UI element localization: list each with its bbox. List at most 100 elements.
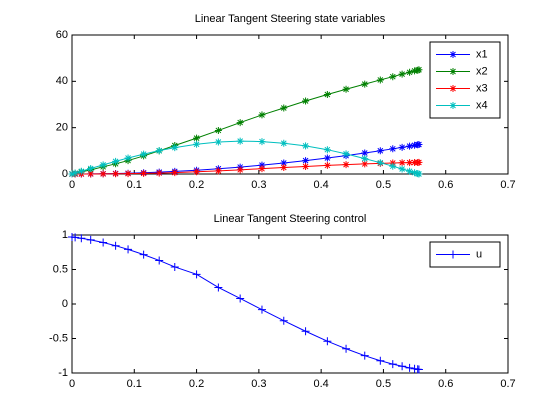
data-marker: [280, 139, 288, 147]
data-marker: [342, 85, 350, 93]
data-marker: [361, 149, 369, 157]
data-marker: [258, 111, 266, 119]
data-marker: [155, 256, 164, 265]
data-marker: [86, 235, 95, 244]
x-tick-label: 0.7: [500, 378, 515, 390]
data-marker: [280, 104, 288, 112]
data-marker: [99, 170, 107, 178]
data-marker: [415, 141, 423, 149]
data-marker: [71, 233, 80, 242]
data-marker: [258, 165, 266, 173]
data-marker: [112, 170, 120, 178]
data-marker: [406, 68, 414, 76]
x-tick-label: 0.2: [189, 179, 204, 191]
legend-marker: [449, 68, 457, 75]
legend-marker: [449, 250, 457, 259]
data-marker: [236, 137, 244, 145]
x-tick-label: 0.6: [438, 179, 453, 191]
data-marker: [323, 161, 331, 169]
legend-label: x1: [476, 48, 488, 60]
data-marker: [280, 164, 288, 172]
data-marker: [398, 362, 407, 371]
data-marker: [214, 167, 222, 175]
data-marker: [302, 97, 310, 105]
x-tick-label: 0.3: [251, 179, 266, 191]
data-marker: [323, 91, 331, 99]
data-marker: [236, 294, 245, 303]
x-tick-label: 0.7: [500, 179, 515, 191]
data-marker: [406, 142, 414, 150]
data-marker: [193, 168, 201, 176]
data-marker: [342, 344, 351, 353]
x-tick-label: 0.5: [376, 378, 391, 390]
x-tick-label: 0: [69, 179, 75, 191]
y-tick-label: 40: [56, 75, 68, 87]
data-marker: [389, 162, 397, 170]
x-tick-label: 0.2: [189, 378, 204, 390]
data-marker: [376, 147, 384, 155]
data-marker: [99, 161, 107, 169]
data-marker: [140, 169, 148, 177]
data-marker: [170, 262, 179, 271]
y-tick-label: 0: [62, 298, 68, 310]
data-marker: [389, 73, 397, 81]
data-marker: [376, 356, 385, 365]
data-marker: [388, 360, 397, 369]
x-tick-label: 0.1: [127, 179, 142, 191]
x-tick-label: 0.4: [313, 378, 328, 390]
data-marker: [214, 126, 222, 134]
data-marker: [361, 155, 369, 163]
data-marker: [77, 167, 85, 175]
data-marker: [192, 270, 201, 279]
data-marker: [411, 67, 419, 75]
data-marker: [171, 144, 179, 152]
data-marker: [361, 160, 369, 168]
y-tick-label: 20: [56, 122, 68, 134]
data-marker: [414, 365, 423, 374]
data-marker: [257, 305, 266, 314]
data-marker: [193, 134, 201, 142]
data-marker: [376, 76, 384, 84]
data-marker: [323, 337, 332, 346]
legend-marker: [449, 85, 457, 92]
data-marker: [411, 169, 419, 177]
data-marker: [415, 158, 423, 166]
data-marker: [193, 140, 201, 148]
data-marker: [398, 143, 406, 151]
data-marker: [171, 169, 179, 177]
data-marker: [71, 169, 79, 177]
legend: x1 x2 x3 x4: [429, 41, 501, 119]
data-marker: [87, 170, 95, 178]
data-marker: [323, 154, 331, 162]
data-marker: [302, 142, 310, 150]
data-marker: [139, 250, 148, 259]
data-marker: [236, 166, 244, 174]
data-marker: [111, 241, 120, 250]
legend-label: x3: [476, 82, 488, 94]
data-marker: [258, 138, 266, 146]
x-tick-label: 0.1: [127, 378, 142, 390]
data-marker: [155, 169, 163, 177]
x-tick-label: 0.6: [438, 378, 453, 390]
data-marker: [68, 170, 76, 178]
legend-marker: [449, 51, 457, 58]
legend-label: x2: [476, 65, 488, 77]
data-marker: [258, 161, 266, 169]
data-marker: [302, 162, 310, 170]
chart-title: Linear Tangent Steering control: [214, 213, 367, 225]
data-marker: [124, 154, 132, 162]
x-tick-label: 0: [69, 378, 75, 390]
data-marker: [389, 145, 397, 153]
data-marker: [112, 157, 120, 165]
data-marker: [406, 167, 414, 175]
y-tick-label: -1: [58, 367, 68, 379]
data-marker: [77, 234, 86, 243]
y-tick-label: 60: [56, 29, 68, 41]
data-marker: [279, 316, 288, 325]
data-marker: [342, 161, 350, 169]
data-marker: [155, 147, 163, 155]
data-marker: [411, 141, 419, 149]
data-marker: [406, 159, 414, 167]
legend-box: [429, 41, 501, 119]
